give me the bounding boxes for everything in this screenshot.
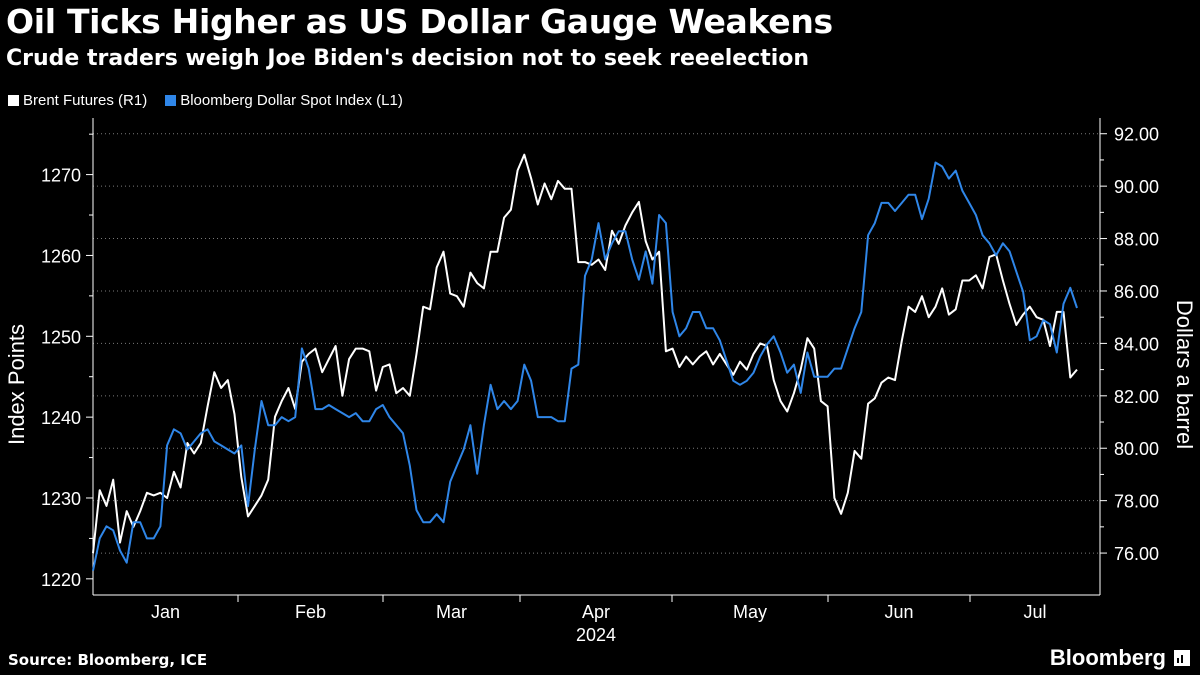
legend-swatch-dollar bbox=[165, 95, 177, 106]
x-tick-label: Jun bbox=[884, 602, 913, 622]
x-tick-label: May bbox=[733, 602, 767, 622]
x-tick-label: Jan bbox=[151, 602, 180, 622]
right-tick-label: 92.00 bbox=[1114, 125, 1159, 145]
right-axis-title: Dollars a barrel bbox=[1172, 300, 1197, 449]
chart-subtitle: Crude traders weigh Joe Biden's decision… bbox=[6, 46, 810, 71]
series-line-dollar bbox=[92, 161, 1078, 571]
series-line-brent bbox=[92, 153, 1078, 554]
right-tick-label: 88.00 bbox=[1114, 230, 1159, 250]
right-tick-label: 78.00 bbox=[1114, 492, 1159, 512]
left-tick-label: 1230 bbox=[41, 489, 81, 509]
source-note: Source: Bloomberg, ICE bbox=[8, 651, 208, 669]
right-tick-label: 90.00 bbox=[1114, 177, 1159, 197]
legend-item-brent: Brent Futures (R1) bbox=[8, 92, 147, 109]
x-tick-label: Apr bbox=[582, 602, 610, 622]
legend-label-brent: Brent Futures (R1) bbox=[23, 92, 148, 109]
left-tick-label: 1260 bbox=[41, 246, 81, 266]
chart-title: Oil Ticks Higher as US Dollar Gauge Weak… bbox=[6, 2, 833, 41]
brand: Bloomberg bbox=[1050, 645, 1190, 671]
legend-swatch-brent bbox=[8, 95, 19, 106]
legend-label-dollar: Bloomberg Dollar Spot Index (L1) bbox=[180, 92, 403, 109]
left-tick-label: 1250 bbox=[41, 327, 81, 347]
bloomberg-logo-icon bbox=[1174, 650, 1190, 666]
legend-item-dollar: Bloomberg Dollar Spot Index (L1) bbox=[165, 92, 403, 109]
left-axis-title: Index Points bbox=[4, 324, 29, 445]
right-tick-label: 76.00 bbox=[1114, 544, 1159, 564]
right-tick-label: 82.00 bbox=[1114, 387, 1159, 407]
x-tick-label: Mar bbox=[436, 602, 467, 622]
x-tick-label: Feb bbox=[295, 602, 326, 622]
right-tick-label: 84.00 bbox=[1114, 334, 1159, 354]
right-tick-label: 80.00 bbox=[1114, 439, 1159, 459]
legend: Brent Futures (R1) Bloomberg Dollar Spot… bbox=[8, 92, 403, 109]
right-tick-label: 86.00 bbox=[1114, 282, 1159, 302]
left-tick-label: 1220 bbox=[41, 570, 81, 590]
brand-name: Bloomberg bbox=[1049, 645, 1166, 670]
x-tick-label: Jul bbox=[1023, 602, 1046, 622]
left-tick-label: 1240 bbox=[41, 408, 81, 428]
left-tick-label: 1270 bbox=[41, 166, 81, 186]
x-year-label: 2024 bbox=[576, 625, 616, 645]
